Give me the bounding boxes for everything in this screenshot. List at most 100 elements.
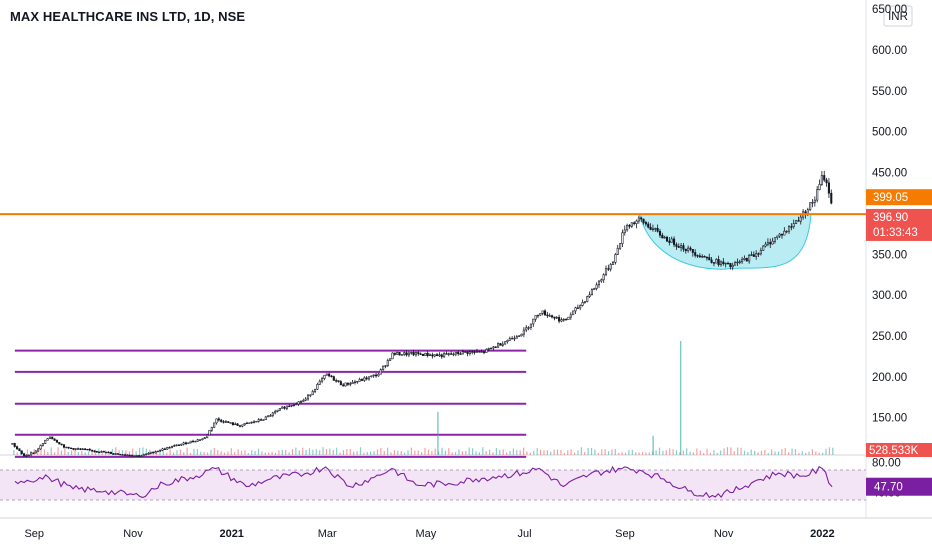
candle-body	[677, 246, 680, 248]
volume-bar	[709, 452, 712, 455]
volume-bar	[94, 449, 96, 455]
volume-bar	[818, 452, 820, 455]
candle-body	[297, 401, 300, 405]
candle-body	[62, 444, 66, 448]
candle-body	[375, 374, 378, 377]
candle-body	[325, 373, 328, 376]
candle-body	[433, 354, 436, 357]
volume-bar	[767, 452, 769, 455]
candle-body	[201, 438, 204, 440]
volume-bar	[703, 452, 705, 455]
candle-body	[769, 242, 772, 245]
candle-body	[532, 318, 535, 325]
candle-body	[525, 327, 528, 331]
volume-bar	[176, 450, 178, 455]
volume-bar	[519, 450, 521, 455]
volume-bar	[434, 448, 436, 455]
volume-bar	[502, 449, 504, 455]
candle-body	[238, 425, 242, 427]
volume-bar	[594, 449, 596, 455]
cup-pattern[interactable]	[638, 213, 812, 270]
volume-bar	[220, 451, 222, 455]
candle-body	[194, 440, 197, 443]
volume-bar	[329, 448, 331, 455]
candle-body	[69, 447, 73, 450]
currency-box[interactable]	[883, 5, 913, 27]
candle-body	[482, 351, 486, 353]
candle-body	[384, 365, 387, 367]
candle-body	[457, 351, 460, 355]
level-price-value: 399.05	[873, 192, 908, 204]
volume-bar	[539, 449, 542, 455]
volume-bar	[641, 452, 644, 455]
candle-body	[609, 264, 612, 270]
volume-bar	[815, 451, 817, 455]
volume-bar	[373, 451, 375, 455]
rsi-line[interactable]	[14, 465, 833, 499]
candle-body	[311, 391, 314, 396]
candle-body	[757, 253, 760, 255]
candle-body	[360, 379, 364, 381]
time-tick-label: 2021	[219, 528, 243, 540]
candle-body	[20, 450, 23, 454]
volume-bar	[172, 452, 175, 455]
candle-body	[128, 454, 131, 457]
candle-body	[250, 421, 253, 424]
candle-body	[640, 217, 643, 220]
candle-body	[776, 235, 779, 238]
candle-body	[257, 419, 260, 422]
volume-bar	[601, 449, 603, 455]
volume-bar	[747, 451, 749, 455]
volume-bar	[675, 450, 678, 455]
volume-bar	[261, 451, 263, 455]
price-tick-label: 250.00	[872, 331, 907, 343]
time-tick-label: Mar	[318, 528, 337, 540]
candle-body	[431, 354, 434, 357]
candle-body	[421, 353, 425, 356]
candle-body	[234, 423, 237, 426]
candle-body	[813, 199, 816, 203]
volume-bar	[376, 449, 379, 455]
candle-body	[323, 374, 326, 379]
volume-bar	[315, 449, 317, 455]
volume-bar	[720, 450, 722, 455]
volume-bar	[227, 451, 229, 455]
volume-bar	[71, 450, 73, 455]
volume-bar	[577, 450, 579, 455]
candle-body	[780, 233, 784, 236]
candle-body	[630, 222, 633, 227]
volume-bar	[658, 447, 661, 455]
candle-body	[321, 378, 324, 382]
candle-body	[454, 351, 457, 355]
candle-body	[633, 222, 636, 225]
candle-body	[565, 318, 568, 321]
candle-body	[208, 430, 211, 436]
volume-bar	[533, 450, 535, 455]
volume-bar	[584, 451, 586, 455]
candle-body	[506, 340, 509, 343]
candle-body	[487, 348, 490, 350]
candle-body	[684, 248, 687, 252]
volume-bar	[336, 447, 338, 455]
volume-bar	[444, 450, 447, 455]
time-tick-label: Nov	[714, 528, 734, 540]
candle-body	[475, 351, 479, 353]
volume-bar	[223, 452, 226, 455]
candle-body	[95, 450, 98, 453]
candle-body	[734, 262, 737, 266]
candle-body	[177, 444, 181, 446]
candle-body	[581, 302, 584, 306]
candle-body	[436, 354, 439, 357]
candle-body	[724, 262, 727, 265]
candle-body	[344, 382, 347, 387]
candle-body	[738, 261, 741, 263]
volume-bar	[108, 452, 110, 455]
last-price-tag	[866, 208, 932, 241]
volume-bar	[166, 452, 168, 455]
volume-bar	[281, 449, 283, 455]
volume-bar	[213, 447, 215, 455]
candle-body	[759, 250, 762, 255]
candle-body	[236, 423, 239, 426]
time-tick-label: Nov	[123, 528, 143, 540]
